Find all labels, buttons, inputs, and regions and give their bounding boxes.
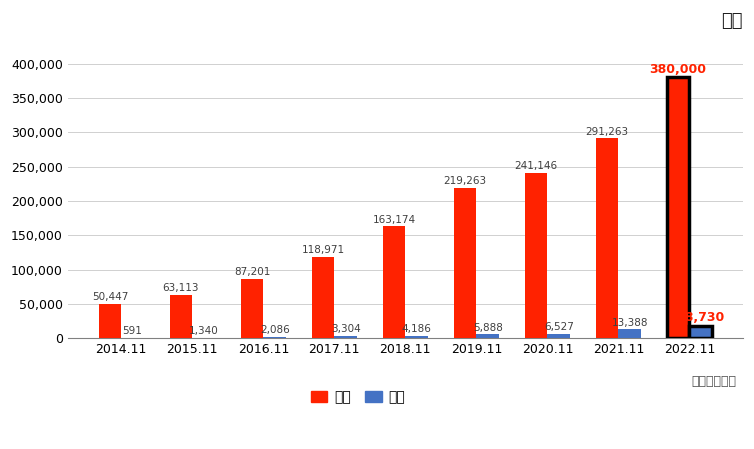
- Text: 87,201: 87,201: [234, 267, 270, 277]
- Bar: [667, 77, 689, 339]
- Text: 50,447: 50,447: [92, 292, 128, 302]
- Text: 13,388: 13,388: [611, 317, 648, 327]
- Bar: [547, 334, 570, 339]
- Text: 1,340: 1,340: [188, 326, 219, 336]
- Bar: [170, 295, 192, 339]
- Text: 6,527: 6,527: [544, 322, 574, 332]
- Text: 241,146: 241,146: [514, 161, 558, 171]
- Bar: [618, 329, 641, 339]
- Text: 2,086: 2,086: [260, 325, 290, 335]
- Bar: [477, 335, 499, 339]
- Text: 4,186: 4,186: [402, 324, 432, 334]
- Bar: [406, 335, 428, 339]
- Bar: [263, 337, 286, 339]
- Text: 5,888: 5,888: [473, 323, 503, 333]
- Bar: [596, 138, 618, 339]
- Text: 63,113: 63,113: [163, 283, 199, 293]
- Bar: [311, 257, 334, 339]
- Bar: [192, 338, 215, 339]
- Bar: [241, 278, 263, 339]
- Text: 単位：百万円: 単位：百万円: [691, 375, 736, 388]
- Bar: [454, 188, 477, 339]
- Legend: 売上, 経常: 売上, 経常: [305, 385, 411, 410]
- Text: 163,174: 163,174: [372, 215, 415, 224]
- Text: 591: 591: [123, 326, 143, 336]
- Text: 予想: 予想: [722, 12, 743, 30]
- Bar: [382, 226, 406, 339]
- Text: 3,304: 3,304: [331, 325, 360, 335]
- Text: 219,263: 219,263: [443, 176, 486, 186]
- Bar: [689, 326, 713, 339]
- Text: 380,000: 380,000: [650, 62, 706, 75]
- Text: 18,730: 18,730: [677, 311, 725, 324]
- Text: 118,971: 118,971: [302, 245, 345, 255]
- Bar: [334, 336, 357, 339]
- Bar: [99, 304, 121, 339]
- Bar: [525, 173, 547, 339]
- Text: 291,263: 291,263: [586, 127, 629, 136]
